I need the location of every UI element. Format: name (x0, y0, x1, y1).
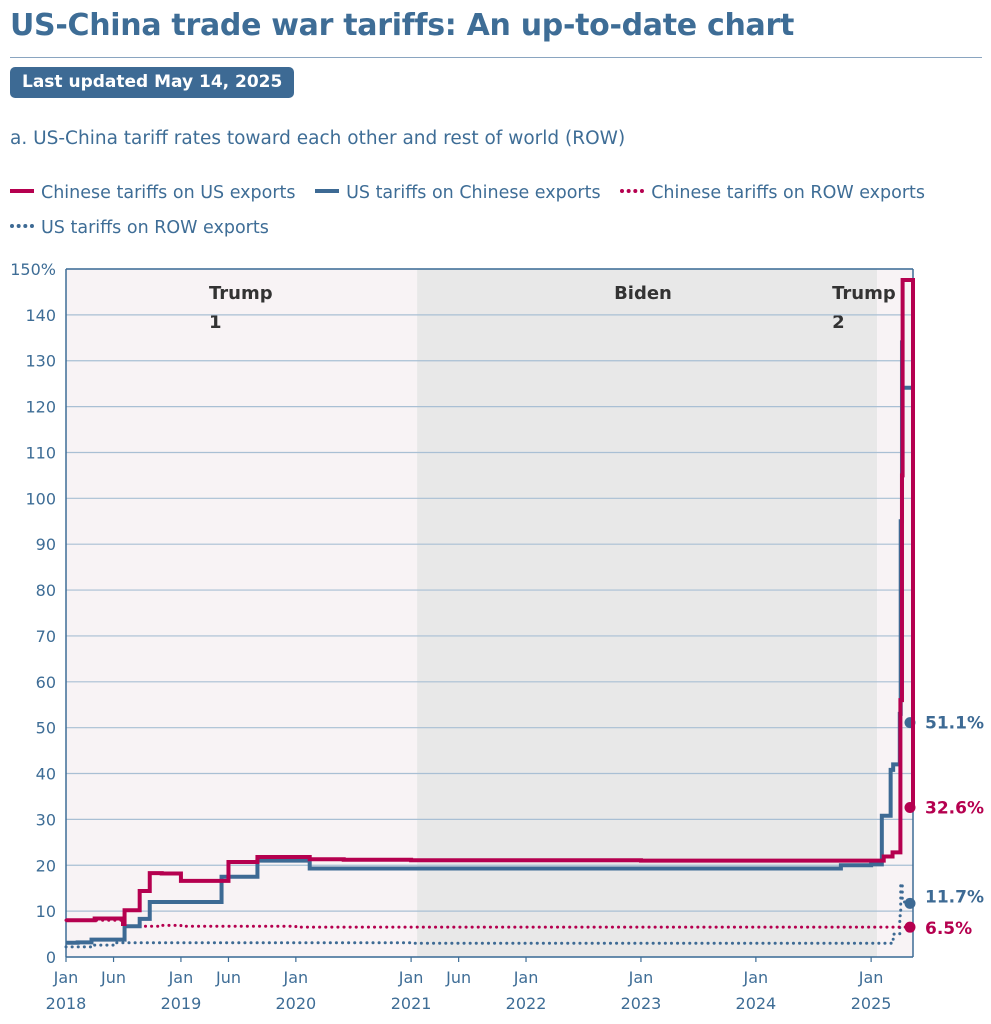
y-tick-label: 120 (25, 398, 56, 417)
period-label: Biden (614, 283, 672, 304)
x-tick-label: Jan (53, 968, 79, 987)
y-tick-label: 130 (25, 352, 56, 371)
period-label: Trump (209, 283, 273, 304)
series-end-marker (904, 897, 916, 909)
legend-item-us-on-china[interactable]: US tariffs on Chinese exports (315, 183, 601, 203)
y-tick-label: 0 (46, 948, 56, 967)
last-updated-badge: Last updated May 14, 2025 (10, 67, 295, 98)
period-band (66, 269, 418, 957)
x-tick-year-label: 2025 (851, 994, 892, 1013)
period-label-line2: 2 (832, 312, 845, 333)
y-tick-label: 90 (36, 535, 56, 554)
x-tick-label: Jun (445, 968, 471, 987)
legend-swatch-solid-blue (315, 189, 340, 193)
y-tick-label: 100 (25, 489, 56, 508)
period-band (417, 269, 878, 957)
legend-item-china-on-row[interactable]: Chinese tariffs on ROW exports (620, 183, 925, 203)
chart-legend: Chinese tariffs on US exports US tariffs… (10, 176, 970, 246)
x-tick-year-label: 2019 (161, 994, 202, 1013)
y-tick-label: 30 (36, 810, 56, 829)
legend-label: Chinese tariffs on ROW exports (651, 183, 926, 203)
x-tick-label: Jan (743, 968, 769, 987)
page-title: US-China trade war tariffs: An up-to-dat… (10, 8, 795, 43)
series-end-marker (904, 921, 916, 933)
chart-subtitle: a. US-China tariff rates toward each oth… (10, 128, 626, 149)
y-tick-label: 60 (36, 673, 56, 692)
x-tick-label: Jun (100, 968, 126, 987)
period-label-line2: 1 (209, 312, 222, 333)
series-end-label: 11.7% (925, 887, 984, 907)
title-divider (10, 57, 982, 58)
x-tick-label: Jan (858, 968, 884, 987)
series-end-label: 6.5% (925, 919, 972, 939)
x-tick-year-label: 2023 (621, 994, 662, 1013)
x-tick-label: Jan (628, 968, 654, 987)
y-tick-label: 150% (10, 260, 56, 279)
y-tick-label: 80 (36, 581, 56, 600)
x-tick-label: Jan (168, 968, 194, 987)
x-tick-label: Jan (398, 968, 424, 987)
legend-label: US tariffs on ROW exports (41, 218, 269, 238)
series-end-marker (904, 801, 916, 813)
legend-swatch-dotted-red (620, 189, 645, 193)
legend-label: US tariffs on Chinese exports (346, 183, 601, 203)
y-tick-label: 50 (36, 719, 56, 738)
x-tick-year-label: 2024 (736, 994, 777, 1013)
legend-swatch-solid-red (10, 189, 34, 193)
x-tick-label: Jun (215, 968, 241, 987)
legend-swatch-dotted-blue (10, 224, 34, 228)
y-tick-label: 10 (36, 902, 56, 921)
y-tick-label: 110 (25, 443, 56, 462)
period-label: Trump (832, 283, 896, 304)
series-line (66, 278, 915, 926)
y-tick-label: 40 (36, 765, 56, 784)
legend-item-us-on-row[interactable]: US tariffs on ROW exports (10, 218, 269, 238)
x-tick-year-label: 2021 (391, 994, 432, 1013)
series-end-label: 51.1% (925, 714, 984, 734)
series-line (64, 882, 915, 949)
series-line (64, 918, 915, 929)
x-tick-year-label: 2022 (506, 994, 547, 1013)
legend-label: Chinese tariffs on US exports (41, 183, 296, 203)
y-tick-label: 20 (36, 856, 56, 875)
x-tick-year-label: 2018 (46, 994, 87, 1013)
x-tick-label: Jan (513, 968, 539, 987)
x-tick-year-label: 2020 (275, 994, 316, 1013)
y-tick-label: 140 (25, 306, 56, 325)
series-end-label: 32.6% (925, 798, 984, 818)
legend-item-china-on-us[interactable]: Chinese tariffs on US exports (10, 183, 296, 203)
x-tick-label: Jan (283, 968, 309, 987)
y-tick-label: 70 (36, 627, 56, 646)
